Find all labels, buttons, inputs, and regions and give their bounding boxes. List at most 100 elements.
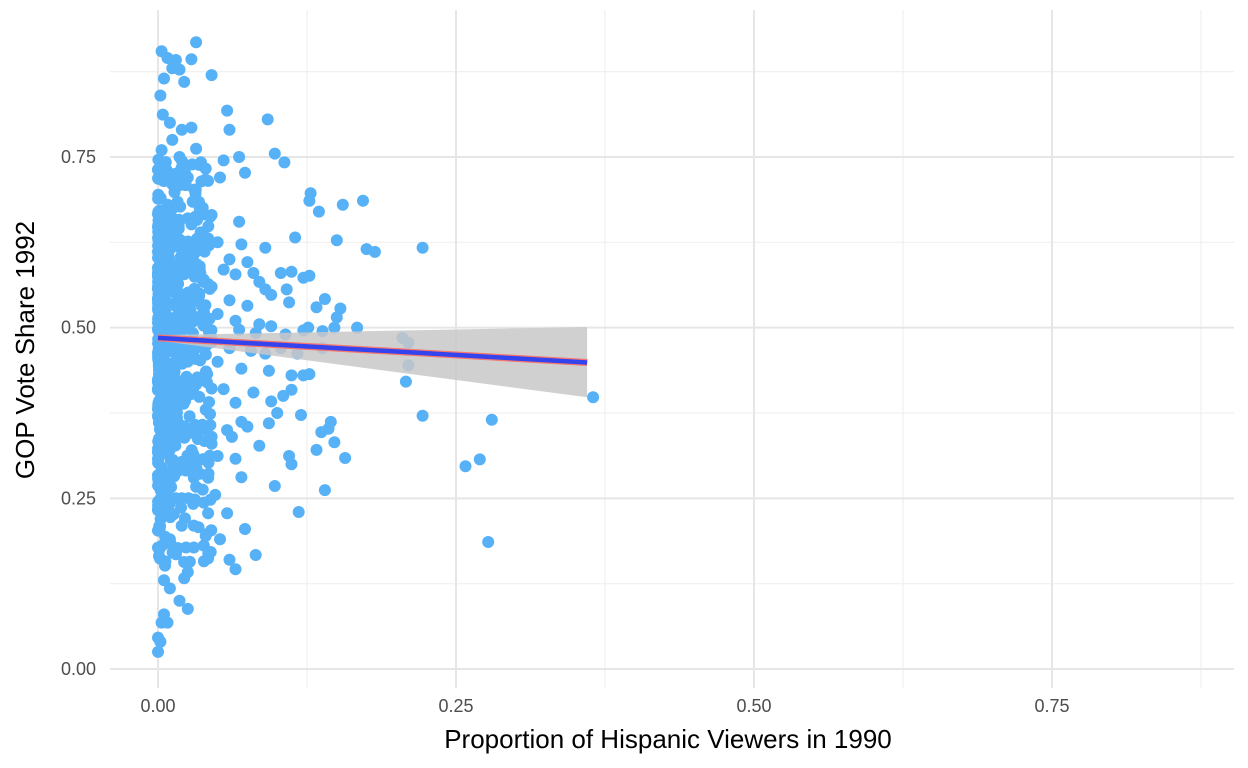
data-point xyxy=(205,430,218,443)
data-point xyxy=(164,454,177,467)
data-point xyxy=(247,386,260,399)
data-point xyxy=(190,36,203,49)
data-point xyxy=(175,162,188,175)
x-axis-title: Proportion of Hispanic Viewers in 1990 xyxy=(444,724,892,754)
data-point xyxy=(265,395,278,408)
data-point xyxy=(175,519,188,532)
data-point xyxy=(153,522,166,535)
data-point xyxy=(233,151,246,163)
data-point xyxy=(178,268,191,281)
data-point xyxy=(170,376,183,389)
data-point xyxy=(172,286,185,299)
data-point xyxy=(155,616,168,629)
data-point xyxy=(229,396,242,409)
data-point xyxy=(235,362,248,375)
data-point xyxy=(265,288,278,301)
data-point xyxy=(351,321,364,334)
data-point xyxy=(328,436,341,449)
data-point xyxy=(156,251,169,264)
x-tick-label: 0.00 xyxy=(140,696,175,716)
data-point xyxy=(253,439,266,452)
data-point xyxy=(173,179,186,192)
data-point xyxy=(178,572,191,585)
x-tick-label: 0.25 xyxy=(438,696,473,716)
data-point xyxy=(155,164,167,176)
data-point xyxy=(283,296,296,309)
data-point xyxy=(233,323,246,336)
data-point xyxy=(278,156,291,169)
data-point xyxy=(202,467,215,480)
data-point xyxy=(285,383,298,396)
data-point xyxy=(153,543,166,556)
data-point xyxy=(177,397,190,410)
data-point xyxy=(197,453,210,466)
data-point xyxy=(205,382,218,395)
data-point xyxy=(416,241,429,254)
data-point xyxy=(203,396,215,409)
data-point xyxy=(152,645,164,658)
data-point xyxy=(223,123,236,136)
data-point xyxy=(203,312,216,325)
data-point xyxy=(214,533,226,546)
data-point xyxy=(265,320,278,333)
data-point xyxy=(153,220,166,233)
data-point xyxy=(188,270,201,283)
data-point xyxy=(274,267,287,279)
data-point xyxy=(217,154,230,167)
data-point xyxy=(241,299,254,312)
data-point xyxy=(199,348,212,361)
data-point xyxy=(204,408,216,421)
data-point xyxy=(295,409,307,421)
data-point xyxy=(459,460,472,473)
data-point xyxy=(202,547,215,560)
data-point xyxy=(164,271,177,284)
fit-line xyxy=(157,335,588,365)
data-point xyxy=(204,493,217,506)
data-point xyxy=(241,256,254,269)
data-point xyxy=(318,484,331,497)
data-point xyxy=(303,368,316,381)
data-point xyxy=(310,301,323,314)
data-point xyxy=(196,483,209,496)
data-point xyxy=(192,521,205,534)
data-point xyxy=(235,238,248,251)
data-point xyxy=(181,602,194,615)
data-point xyxy=(164,465,177,478)
data-point xyxy=(292,506,305,518)
data-point xyxy=(239,523,251,535)
data-point xyxy=(176,357,189,370)
data-point xyxy=(191,433,204,445)
data-point xyxy=(165,359,178,372)
data-point xyxy=(152,502,165,515)
data-point xyxy=(187,315,200,328)
data-point xyxy=(271,407,284,419)
data-point xyxy=(165,228,178,241)
data-point xyxy=(178,75,191,88)
data-point xyxy=(174,233,187,246)
data-point xyxy=(214,171,226,184)
data-point xyxy=(312,205,325,218)
y-tick-label: 0.50 xyxy=(61,318,96,338)
data-point xyxy=(485,413,498,426)
data-point xyxy=(186,158,199,171)
data-point xyxy=(221,507,234,520)
data-point xyxy=(315,426,328,439)
data-point xyxy=(357,194,369,207)
data-point xyxy=(303,194,316,207)
data-point xyxy=(158,574,170,587)
data-point xyxy=(178,301,191,314)
data-point xyxy=(152,353,165,366)
data-point xyxy=(473,453,486,466)
y-tick-label: 0.75 xyxy=(61,147,96,167)
data-point xyxy=(587,391,600,404)
data-point xyxy=(330,234,343,247)
data-point xyxy=(339,452,352,464)
data-point xyxy=(277,389,290,402)
data-point xyxy=(336,198,349,211)
data-point xyxy=(175,123,188,136)
data-point xyxy=(268,147,281,160)
data-point xyxy=(190,142,203,155)
data-point xyxy=(233,215,246,228)
data-point xyxy=(155,288,168,301)
